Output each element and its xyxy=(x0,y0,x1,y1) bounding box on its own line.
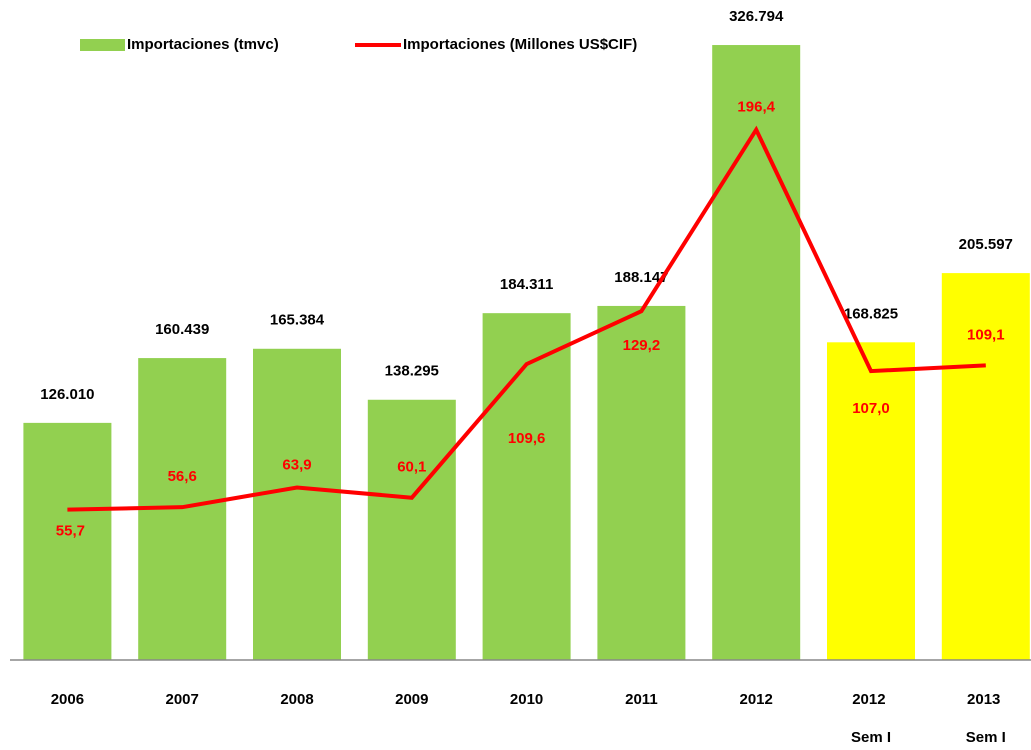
x-tick-label: 2011 xyxy=(625,691,658,708)
bar xyxy=(712,45,801,661)
legend-label: Importaciones (Millones US$CIF) xyxy=(403,36,637,53)
legend-label: Importaciones (tmvc) xyxy=(127,36,279,53)
line-value-label: 56,6 xyxy=(168,468,197,485)
line-value-label: 107,0 xyxy=(852,400,890,417)
x-tick-label: 2007 xyxy=(166,691,199,708)
bar-value-label: 138.295 xyxy=(385,363,439,380)
bar xyxy=(827,342,915,660)
x-tick-label-line: Sem I xyxy=(966,729,1006,746)
x-tick-label-line: 2013 xyxy=(967,691,1005,708)
bar-value-label: 326.794 xyxy=(729,8,784,25)
x-tick-label: 2012 xyxy=(740,691,773,708)
x-tick-label: 2013 Sem I xyxy=(966,691,1006,746)
x-tick-label: 2010 xyxy=(510,691,543,708)
x-tick-label: 2006 xyxy=(51,691,84,708)
line-value-label: 109,1 xyxy=(967,326,1005,343)
line-value-label: 55,7 xyxy=(56,523,85,540)
legend-swatch xyxy=(80,39,125,51)
x-tick-label: 2008 xyxy=(280,691,313,708)
line-value-label: 109,6 xyxy=(508,430,546,447)
x-tick-label-line: 2012 xyxy=(852,691,890,708)
bar xyxy=(941,273,1030,660)
bar-value-label: 126.010 xyxy=(40,386,94,403)
bar-value-label: 165.384 xyxy=(270,312,325,329)
bar-value-label: 205.597 xyxy=(959,236,1013,253)
bar xyxy=(482,313,571,660)
bar xyxy=(597,305,686,660)
line-value-label: 129,2 xyxy=(623,337,661,354)
bar-value-label: 184.311 xyxy=(500,276,553,293)
bar-value-label: 188.147 xyxy=(614,269,668,286)
bar-value-label: 168.825 xyxy=(844,305,898,322)
x-tick-label: 2012 Sem I xyxy=(851,691,891,746)
bar xyxy=(23,422,112,660)
bar xyxy=(253,348,341,660)
bar xyxy=(367,399,456,660)
x-tick-label: 2009 xyxy=(395,691,428,708)
line-value-label: 196,4 xyxy=(737,99,775,116)
bar-value-label: 160.439 xyxy=(155,321,209,338)
line xyxy=(67,125,986,512)
line-value-label: 60,1 xyxy=(397,459,426,476)
x-tick-label-line: Sem I xyxy=(851,729,891,746)
line-value-label: 63,9 xyxy=(282,456,311,473)
